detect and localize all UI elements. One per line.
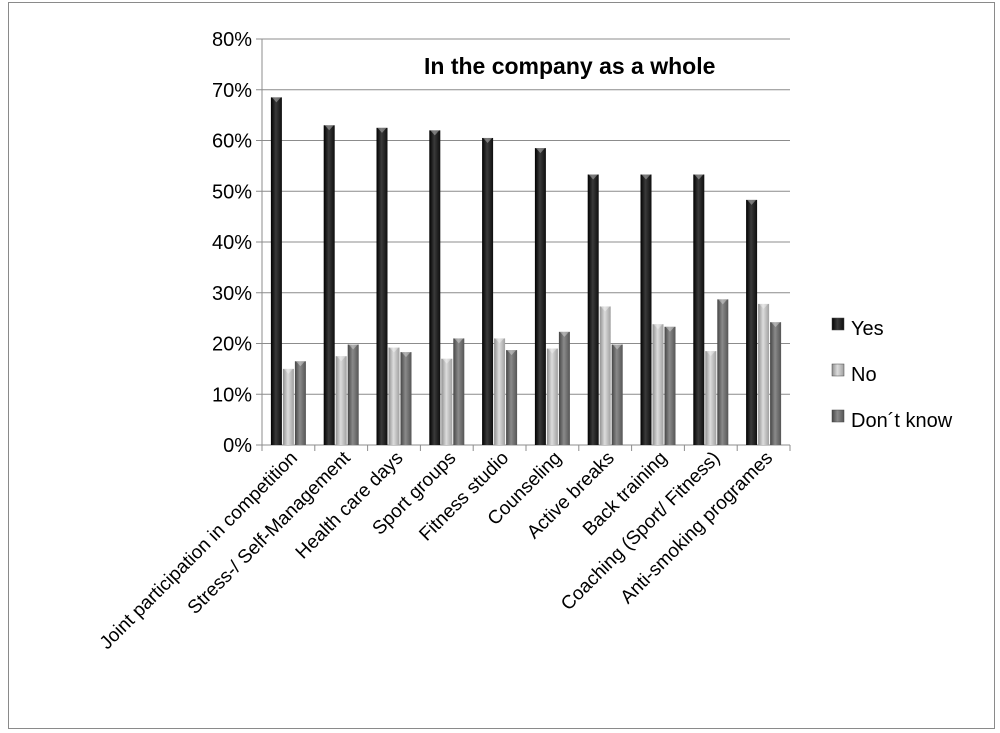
bar-cap <box>588 174 598 180</box>
bar-cap <box>747 199 757 205</box>
bar-no <box>441 358 453 445</box>
bar-yes <box>429 130 441 445</box>
legend: Yes No Don´t know <box>831 317 953 432</box>
bar-cap <box>389 347 399 353</box>
bar-no <box>599 306 611 445</box>
bar-cap <box>718 299 728 305</box>
y-tick-label: 40% <box>212 232 252 254</box>
bar-no <box>388 347 400 445</box>
bar-don-t-know <box>717 299 729 445</box>
bar-cap <box>401 352 411 358</box>
bar-cap <box>694 174 704 180</box>
bar-cap <box>507 350 517 356</box>
chart-title: In the company as a whole <box>424 53 715 79</box>
bar-don-t-know <box>770 322 782 445</box>
bar-cap <box>641 174 651 180</box>
bar-cap <box>665 326 675 332</box>
bar-don-t-know <box>294 361 306 445</box>
bar-cap <box>271 97 281 103</box>
y-tick-label: 30% <box>212 283 252 305</box>
bar-cap <box>283 368 293 374</box>
bar-yes <box>323 125 335 446</box>
bar-cap <box>547 348 557 354</box>
bar-yes <box>534 148 546 446</box>
bar-no <box>652 324 664 445</box>
bar-cap <box>706 351 716 357</box>
bar-cap <box>336 356 346 362</box>
bar-don-t-know <box>453 338 465 445</box>
bar-don-t-know <box>664 326 676 445</box>
bar-don-t-know <box>400 352 412 445</box>
bar-cap <box>454 338 464 344</box>
y-tick-label: 10% <box>212 384 252 406</box>
bar-cap <box>324 125 334 131</box>
bar-no <box>494 338 506 445</box>
bar-cap <box>495 338 505 344</box>
bar-cap <box>430 130 440 136</box>
bar-cap <box>612 344 622 350</box>
bar-cap <box>600 306 610 312</box>
legend-label: Don´t know <box>851 410 953 432</box>
legend-swatch <box>831 363 845 377</box>
bar-yes <box>376 127 388 445</box>
bar-no <box>282 368 294 445</box>
bar-cap <box>377 127 387 133</box>
legend-label: No <box>851 364 877 386</box>
bar-don-t-know <box>506 350 518 445</box>
bar-cap <box>535 148 545 154</box>
bar-no <box>705 351 717 445</box>
x-tick-label: Joint participation in competition <box>96 448 302 654</box>
bar-cap <box>348 344 358 350</box>
bar-yes <box>746 199 758 445</box>
bar-cap <box>653 324 663 330</box>
bar-yes <box>482 137 494 445</box>
y-tick-label: 20% <box>212 334 252 356</box>
legend-label: Yes <box>851 318 884 340</box>
bar-yes <box>270 97 282 446</box>
bar-cap <box>771 322 781 328</box>
bar-yes <box>640 174 652 445</box>
gridlines <box>262 38 790 395</box>
bar-cap <box>295 361 305 367</box>
bar-don-t-know <box>347 344 359 445</box>
bars <box>270 97 782 446</box>
bar-no <box>546 348 558 445</box>
bar-no <box>758 303 770 445</box>
bar-yes <box>587 174 599 445</box>
legend-swatch <box>831 317 845 331</box>
y-tick-label: 60% <box>212 131 252 153</box>
bar-cap <box>559 331 569 337</box>
bar-cap <box>759 303 769 309</box>
y-tick-label: 70% <box>212 80 252 102</box>
bar-no <box>335 356 347 445</box>
bar-cap <box>442 358 452 364</box>
bar-don-t-know <box>611 344 623 445</box>
legend-swatch <box>831 409 845 423</box>
bar-yes <box>693 174 705 445</box>
bar-cap <box>483 137 493 143</box>
y-tick-label: 50% <box>212 181 252 203</box>
y-tick-label: 80% <box>212 29 252 51</box>
y-tick-label: 0% <box>223 435 252 457</box>
bar-don-t-know <box>558 331 570 445</box>
